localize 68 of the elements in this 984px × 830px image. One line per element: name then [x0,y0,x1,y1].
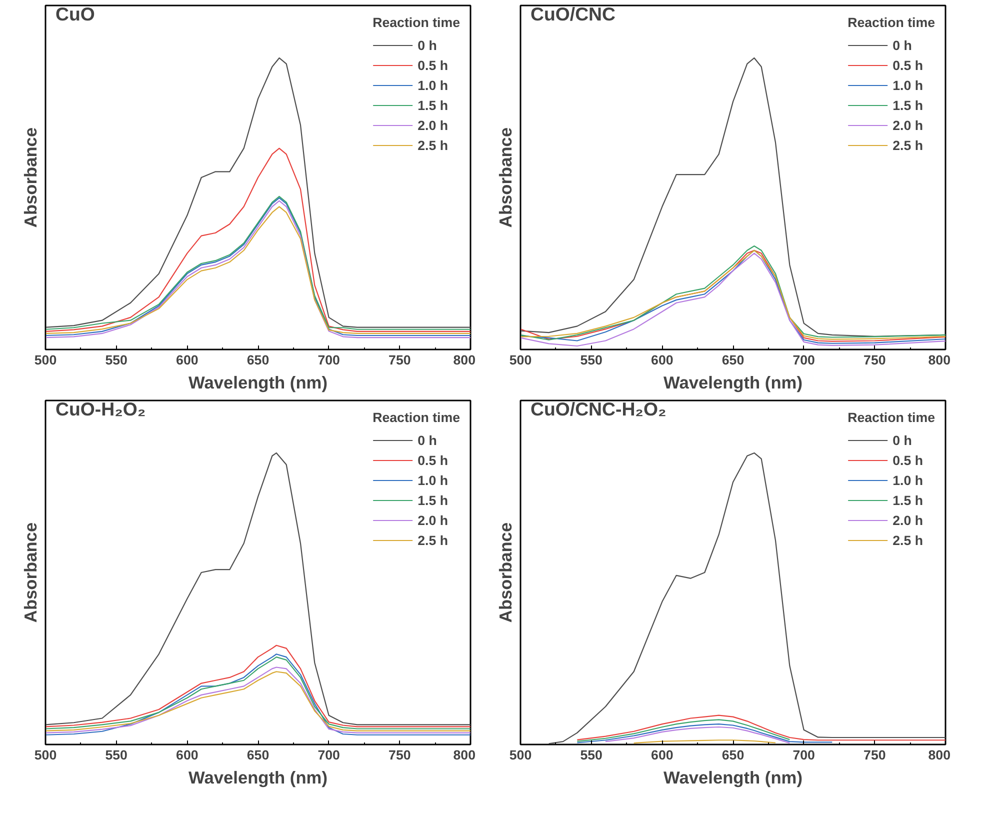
legend-label: 0.5 h [892,58,923,72]
legend-label: 2.5 h [418,532,448,548]
x-tick-label: 700 [792,352,815,368]
legend-label: 2.0 h [418,512,448,528]
legend-label: 0.5 h [418,452,448,468]
x-tick-label: 650 [722,352,744,368]
x-tick-label: 550 [105,748,128,762]
legend-label: 1.0 h [418,78,448,92]
x-tick-label: 700 [792,748,815,762]
x-tick-label: 500 [34,352,57,368]
x-tick-label: 650 [246,352,270,368]
x-tick-label: 800 [928,352,951,368]
x-tick-label: 700 [318,748,340,762]
legend-title: Reaction time [372,15,460,30]
x-tick-label: 600 [651,352,674,368]
legend-label: 1.0 h [418,472,448,488]
y-axis-title: Absorbance [496,127,516,228]
legend-label: 1.5 h [418,492,448,508]
legend-title: Reaction time [848,15,935,30]
legend-label: 2.0 h [892,512,923,528]
legend-label: 0.5 h [892,452,923,468]
legend-label: 0 h [892,38,913,52]
x-tick-label: 750 [388,352,411,368]
x-tick-label: 750 [864,352,886,368]
x-tick-label: 800 [453,352,476,368]
y-axis-title: Absorbance [20,522,40,623]
legend-label: 0 h [892,432,913,448]
y-axis-title: Absorbance [20,127,40,228]
x-tick-label: 750 [388,748,411,762]
legend-label: 0 h [418,38,438,52]
chart-title: CuO-H₂O₂ [56,398,146,420]
legend-title: Reaction time [848,410,935,425]
x-tick-label: 600 [176,352,198,368]
legend-label: 2.5 h [892,138,923,152]
x-axis-title: Wavelength (nm) [664,768,802,788]
x-tick-label: 550 [105,352,128,368]
x-tick-label: 550 [580,352,602,368]
x-tick-label: 800 [928,748,951,762]
x-tick-label: 600 [651,748,674,762]
legend-label: 0.5 h [418,58,448,72]
legend-label: 0 h [418,432,438,448]
legend-label: 1.5 h [418,98,448,112]
legend-label: 2.0 h [892,118,923,132]
chart-title: CuO/CNC-H₂O₂ [530,398,666,420]
x-tick-label: 650 [722,748,744,762]
x-axis-title: Wavelength (nm) [188,372,328,392]
legend-label: 1.0 h [892,472,923,488]
x-tick-label: 600 [176,748,198,762]
x-tick-label: 650 [246,748,270,762]
x-tick-label: 700 [318,352,340,368]
legend-title: Reaction time [372,410,460,425]
x-tick-label: 500 [34,748,57,762]
chart-title: CuO/CNC [530,4,616,24]
legend-label: 1.0 h [892,78,923,92]
legend-label: 1.5 h [892,492,923,508]
x-tick-label: 500 [509,748,532,762]
x-tick-label: 550 [580,748,602,762]
legend-label: 2.5 h [418,138,448,152]
chart-title: CuO [56,4,95,24]
x-tick-label: 750 [864,748,886,762]
legend-label: 2.0 h [418,118,448,132]
legend-label: 2.5 h [892,532,923,548]
x-tick-label: 500 [509,352,532,368]
legend-label: 1.5 h [892,98,923,112]
x-axis-title: Wavelength (nm) [188,768,328,788]
x-tick-label: 800 [453,748,476,762]
x-axis-title: Wavelength (nm) [664,372,802,392]
y-axis-title: Absorbance [496,522,516,623]
